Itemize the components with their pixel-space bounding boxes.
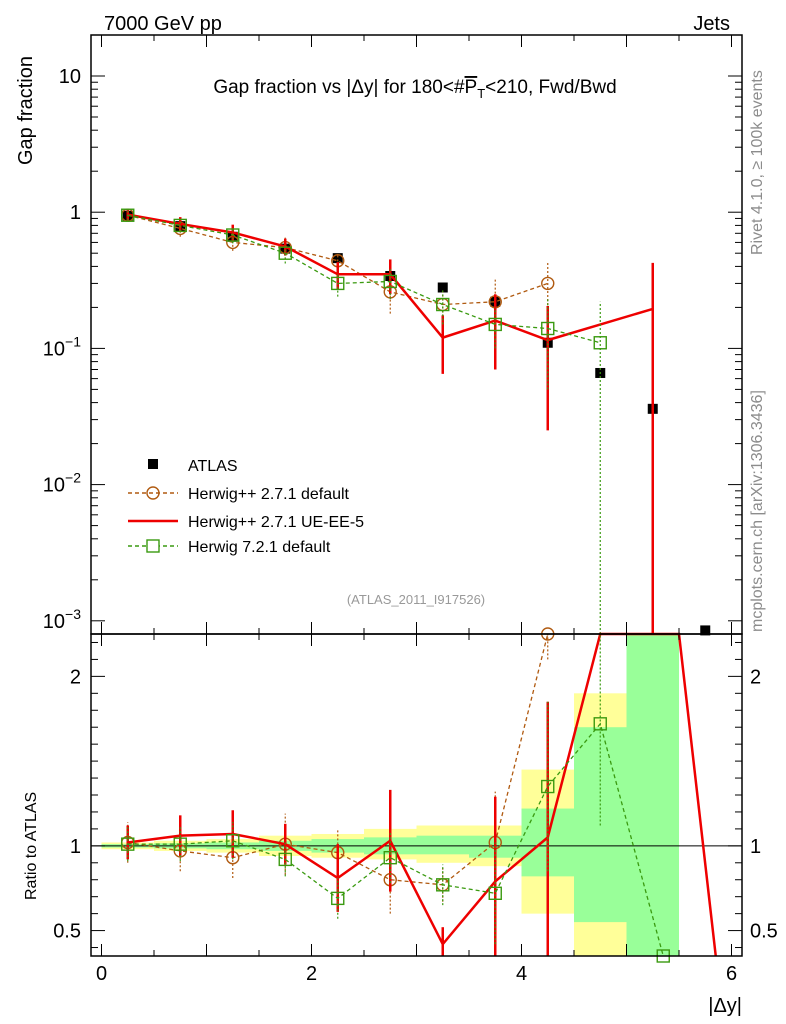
ratio-bands [91,634,742,956]
legend-atlas-marker [148,459,158,469]
header-right: Jets [693,13,730,35]
ratio-y-tick-label-2: 2 [70,666,81,688]
main-square-9 [593,336,607,350]
ratio-y-tick-label-right-1: 1 [750,836,761,858]
main-atlas-point-4 [332,253,343,264]
main-square-7 [488,317,502,332]
ratio-line-mc-square [127,722,664,957]
y-tick-label-0.1: 10−1 [43,333,81,360]
side-label-mcplots: mcplots.cern.ch [arXiv:1306.3436] [749,390,766,632]
ratio-square-9 [593,717,607,731]
x-tick-label-2: 2 [306,963,317,985]
y-tick-label-10: 10 [59,66,81,88]
ratio-square-1 [173,837,187,851]
ratio-square-2 [226,834,240,848]
ratio-y-tick-label-0.5: 0.5 [53,921,81,943]
main-square-2 [226,228,240,242]
ratio-square-7 [488,886,502,900]
y-tick-label-1: 1 [70,202,81,224]
legend-hpp-default-label: Herwig++ 2.7.1 default [188,486,350,503]
main-circle-8 [541,276,555,291]
legend-atlas-label: ATLAS [188,458,238,475]
main-atlas-point-6 [437,282,448,293]
band-green-6 [416,835,469,855]
legend-h7-label: Herwig 7.2.1 default [188,539,331,556]
main-square-6 [436,297,450,312]
ratio-y-axis-label: Ratio to ATLAS [23,792,40,900]
band-green-10 [626,634,679,956]
ratio-y-tick-label-right-2: 2 [750,666,761,688]
main-square-5 [383,274,397,289]
y-tick-label-0.01: 10−2 [43,470,81,497]
legend-hpp-default-marker [146,486,160,500]
ratio-plot [121,627,717,963]
main-atlas-point-11 [700,625,711,636]
ratio-square-8 [541,779,555,794]
ratio-square-5 [383,851,397,865]
main-square-1 [173,218,187,233]
main-square-8 [541,321,555,336]
main-line-mc-square [127,214,601,344]
ratio-square-0 [121,837,135,851]
analysis-watermark: (ATLAS_2011_I917526) [347,592,485,607]
header-left: 7000 GeV pp [104,13,222,35]
y-axis-label: Gap fraction [15,56,37,165]
ratio-y-tick-label-right-0.5: 0.5 [750,921,778,943]
ratio-square-6 [436,878,450,892]
x-tick-label-4: 4 [516,963,527,985]
main-line-mc-line [127,213,654,342]
ratio-square-4 [331,891,345,906]
legend-h7-marker [146,539,160,553]
main-square-0 [121,208,135,222]
ratio-y-tick-label-1: 1 [70,836,81,858]
side-label-rivet: Rivet 4.1.0, ≥ 100k events [749,70,766,255]
title-pt: P [465,77,478,98]
x-axis-label: |Δy| [708,995,742,1017]
y-tick-label-0.001: 10−3 [43,606,81,633]
title-sub: T [477,86,485,101]
main-line-mc-circle [127,214,548,306]
x-tick-label-0: 0 [96,963,107,985]
main-square-3 [278,246,292,260]
chart-title: Gap fraction vs |Δy| for 180<#PT<210, Fw… [213,77,616,101]
main-square-4 [331,276,345,291]
x-tick-label-6: 6 [726,963,737,985]
legend-hpp-ue-label: Herwig++ 2.7.1 UE-EE-5 [188,514,364,531]
legend: ATLAS Herwig++ 2.7.1 default Herwig++ 2.… [128,458,364,556]
title-post: <210, Fwd/Bwd [485,77,617,98]
title-pre: Gap fraction vs |Δy| for 180<# [213,77,465,98]
axes: 0 2 4 6 10 1 10−1 10−2 10−3 0.5 0.5 1 1 2 2 [43,34,778,985]
main-plot [121,208,711,636]
ratio-square-3 [278,852,292,867]
